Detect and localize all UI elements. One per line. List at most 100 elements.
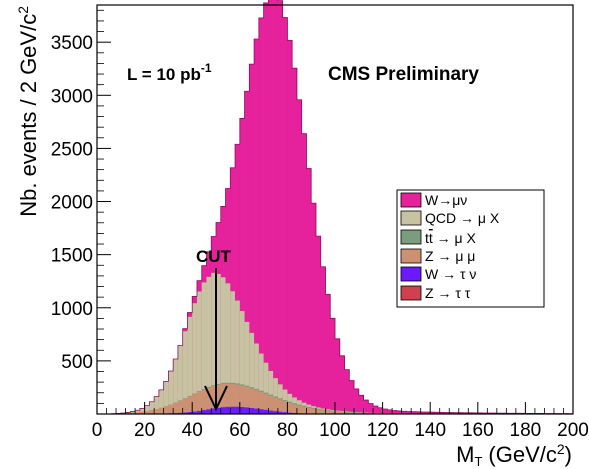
histogram-bin <box>463 412 469 414</box>
legend-label-t: t <box>425 230 429 246</box>
y-tick-label: 1500 <box>51 246 93 267</box>
histogram-bin <box>163 406 169 414</box>
histogram-bin <box>354 388 360 414</box>
luminosity-sup: -1 <box>201 61 212 75</box>
histogram-bin <box>235 384 241 414</box>
legend: W→μν QCD → μ X tt → μ X Z → μ μ W → τ ν … <box>396 189 545 308</box>
histogram-bin <box>235 406 241 414</box>
histogram-bin <box>239 407 245 414</box>
histogram-bin <box>273 411 279 414</box>
histogram-bin <box>239 385 245 414</box>
histogram-bin <box>273 378 279 414</box>
histogram-bin <box>320 410 326 414</box>
histogram-bin <box>320 266 326 414</box>
histogram-bin <box>315 236 322 414</box>
histogram-bin <box>301 406 307 414</box>
x-tick-label: 140 <box>414 420 446 441</box>
histogram-bin <box>149 410 155 414</box>
histogram-bin <box>263 362 269 414</box>
histogram-bin <box>401 411 407 414</box>
histogram-bars <box>97 0 574 415</box>
histogram-bin <box>287 40 293 414</box>
x-axis-title-unit-sup: 2 <box>557 441 565 457</box>
histogram-bin <box>349 380 355 414</box>
histogram-bin <box>149 401 155 414</box>
legend-entry: Z → μ μ <box>400 248 475 264</box>
histogram-bin <box>258 409 264 414</box>
legend-swatch <box>400 192 422 208</box>
histogram-bin <box>220 277 226 414</box>
histogram-bin <box>216 384 222 414</box>
histogram-bin <box>258 17 264 415</box>
histogram-bin <box>301 133 307 414</box>
histogram-bin <box>230 384 236 414</box>
histogram-bin <box>420 411 426 414</box>
histogram-bin <box>216 407 222 414</box>
histogram-bin <box>335 338 341 414</box>
y-tick-label: 2500 <box>51 139 93 160</box>
legend-swatch <box>400 210 422 226</box>
histogram-bin <box>330 411 336 414</box>
histogram-bin <box>211 272 217 414</box>
histogram-bin <box>173 402 179 414</box>
histogram-bin <box>311 203 317 414</box>
x-tick-label: 160 <box>462 420 494 441</box>
legend-swatch <box>400 229 422 245</box>
x-axis-title-sub: T <box>474 454 482 469</box>
histogram-bin <box>444 412 450 414</box>
histogram-bin <box>330 318 336 414</box>
histogram-bin <box>135 410 141 414</box>
histogram-bin <box>254 390 260 414</box>
histogram-bin <box>373 406 379 414</box>
x-tick-label: 80 <box>277 420 298 441</box>
histogram-bin <box>244 407 250 414</box>
histogram-bin <box>187 316 193 414</box>
histogram-bin <box>425 412 431 414</box>
x-tick-label: 180 <box>510 420 542 441</box>
histogram-bin <box>406 411 412 414</box>
histogram-bin <box>377 407 383 414</box>
histogram-bin <box>225 283 231 414</box>
histogram-bin <box>335 411 341 414</box>
histogram-bin <box>163 381 169 414</box>
histogram-bin <box>173 358 179 414</box>
legend-label-tbar: t <box>429 230 433 246</box>
histogram-bin <box>268 0 274 415</box>
cut-arrow <box>204 268 228 412</box>
histogram-bin <box>220 383 226 414</box>
histogram-bin <box>249 407 255 414</box>
histogram-bin <box>206 276 212 414</box>
histogram-bin <box>268 395 274 414</box>
histogram-bin <box>273 0 279 414</box>
luminosity-text: L = 10 pb <box>127 65 201 84</box>
histogram-bin <box>192 411 198 414</box>
histogram-bin <box>182 398 188 414</box>
legend-label: tt → μ X <box>425 230 477 246</box>
histogram-bin <box>387 409 393 414</box>
histogram-bin <box>211 408 217 414</box>
histogram-bin <box>154 396 160 414</box>
histogram-bin <box>177 400 183 414</box>
legend-entry: tt → μ X <box>400 229 477 246</box>
histogram-bin <box>244 386 250 414</box>
x-tick-label: 100 <box>319 420 351 441</box>
legend-label: Z → μ μ <box>425 248 475 264</box>
x-tick-label: 40 <box>182 420 203 441</box>
cut-arrow-head <box>204 385 228 412</box>
histogram-bin <box>254 408 260 414</box>
histogram-bin <box>158 407 164 414</box>
legend-label-rest: → μ X <box>433 230 477 246</box>
histogram-bin <box>273 397 279 414</box>
histogram-bin <box>201 282 207 414</box>
experiment-label: CMS Preliminary <box>328 64 479 85</box>
legend-label: QCD → μ X <box>425 210 500 226</box>
legend-swatch <box>400 248 422 264</box>
histogram-bin <box>325 410 331 414</box>
histogram-bin <box>411 411 417 414</box>
histogram-bin <box>135 412 141 414</box>
y-tick-label: 2000 <box>51 193 93 214</box>
histogram-bin <box>292 404 298 414</box>
histogram-bin <box>339 355 345 414</box>
histogram-bin <box>154 409 160 414</box>
histogram-bin <box>449 412 455 414</box>
